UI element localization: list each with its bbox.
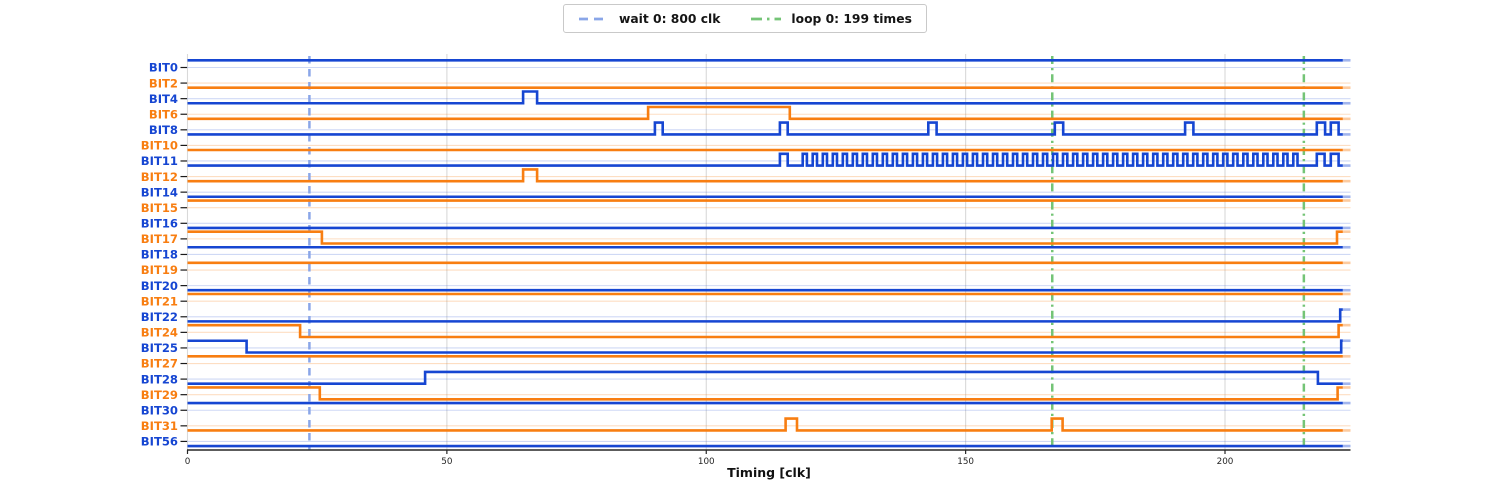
- trace-label-BIT22: BIT22: [141, 310, 178, 324]
- trace-label-BIT24: BIT24: [141, 326, 178, 340]
- x-tick-label-50: 50: [441, 457, 453, 467]
- waveforms: [187, 58, 1351, 448]
- trace-label-BIT16: BIT16: [141, 217, 178, 231]
- trace-BIT4-waveform: [187, 90, 1343, 105]
- wait-line-sample: [579, 17, 609, 20]
- trace-BIT12-waveform: [187, 168, 1343, 183]
- trace-label-BIT2: BIT2: [149, 76, 178, 90]
- trace-label-BIT18: BIT18: [141, 248, 178, 262]
- trace-label-BIT29: BIT29: [141, 388, 178, 402]
- trace-label-BIT12: BIT12: [141, 170, 178, 184]
- trace-BIT24-waveform: [187, 323, 1343, 339]
- trace-label-BIT31: BIT31: [141, 419, 178, 433]
- trace-BIT8-waveform: [187, 121, 1343, 136]
- trace-BIT6-waveform: [187, 105, 1343, 121]
- legend: wait 0: 800 clk loop 0: 199 times: [563, 4, 927, 33]
- trace-label-BIT11: BIT11: [141, 154, 178, 168]
- trace-BIT29-waveform: [187, 386, 1343, 401]
- trace-BIT11-waveform: [187, 152, 1343, 167]
- trace-BIT31-waveform: [187, 417, 1343, 432]
- x-tick-label-100: 100: [698, 457, 715, 467]
- trace-BIT25-waveform: [187, 339, 1343, 354]
- trace-label-BIT6: BIT6: [149, 107, 178, 121]
- trace-label-BIT0: BIT0: [149, 61, 178, 75]
- x-tick-label-0: 0: [185, 457, 191, 467]
- trace-label-BIT8: BIT8: [149, 123, 178, 137]
- trace-label-BIT30: BIT30: [141, 403, 178, 417]
- x-tick-label-150: 150: [957, 457, 974, 467]
- trace-BIT22-waveform: [187, 308, 1343, 323]
- trace-label-BIT19: BIT19: [141, 263, 178, 277]
- event-markers: [308, 56, 1306, 450]
- trace-label-BIT56: BIT56: [141, 435, 178, 449]
- vertical-gridlines: [186, 54, 1226, 450]
- row-gridlines: [186, 66, 1351, 442]
- legend-label-wait: wait 0: 800 clk: [619, 11, 721, 26]
- x-axis-title: Timing [clk]: [727, 465, 811, 480]
- trace-label-BIT10: BIT10: [141, 139, 178, 153]
- legend-item-wait: wait 0: 800 clk: [578, 12, 720, 26]
- legend-item-loop: loop 0: 199 times: [750, 11, 912, 26]
- trace-label-BIT14: BIT14: [141, 185, 178, 199]
- trace-label-BIT15: BIT15: [141, 201, 178, 215]
- trace-label-BIT17: BIT17: [141, 232, 178, 246]
- trace-label-BIT25: BIT25: [141, 341, 178, 355]
- legend-label-loop: loop 0: 199 times: [791, 11, 912, 26]
- trace-BIT28-waveform: [187, 370, 1343, 385]
- trace-label-BIT20: BIT20: [141, 279, 178, 293]
- x-axis: 0 50 100 150 200 Timing [clk]: [185, 449, 1351, 480]
- trace-label-BIT28: BIT28: [141, 372, 178, 386]
- trace-BIT17-waveform: [187, 230, 1343, 245]
- trace-label-BIT27: BIT27: [141, 357, 178, 371]
- trace-label-BIT4: BIT4: [149, 92, 178, 106]
- loop-line-sample: [751, 17, 782, 20]
- x-tick-label-200: 200: [1217, 457, 1234, 467]
- trace-label-BIT21: BIT21: [141, 294, 178, 308]
